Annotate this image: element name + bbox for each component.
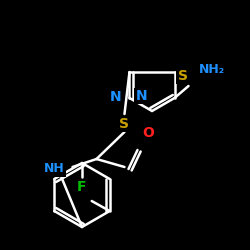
Text: S: S [120, 117, 130, 131]
Text: NH₂: NH₂ [198, 63, 225, 76]
Text: NH: NH [44, 162, 64, 175]
Text: O: O [142, 126, 154, 140]
Text: S: S [178, 69, 188, 83]
Text: F: F [77, 180, 87, 194]
Text: N: N [136, 89, 147, 103]
Text: N: N [110, 90, 122, 104]
